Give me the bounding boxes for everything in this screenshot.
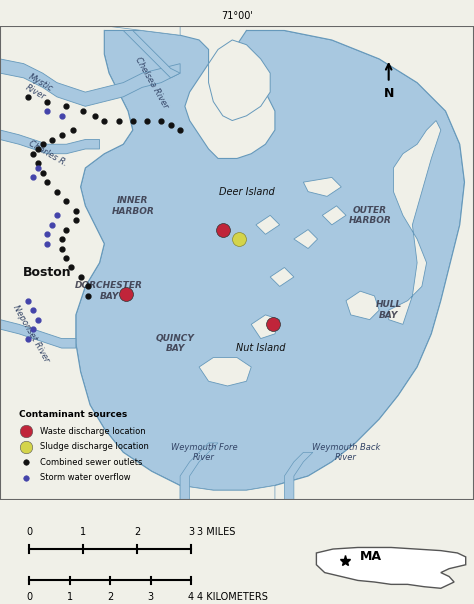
Polygon shape: [251, 315, 280, 339]
Text: Neponset River: Neponset River: [11, 304, 51, 364]
Text: OUTER
HARBOR: OUTER HARBOR: [348, 205, 391, 225]
Text: Storm water overflow: Storm water overflow: [40, 474, 131, 483]
Text: Combined sewer outlets: Combined sewer outlets: [40, 458, 143, 467]
Text: 71°00': 71°00': [221, 11, 253, 21]
Polygon shape: [0, 130, 100, 154]
Text: 2: 2: [107, 592, 113, 602]
Polygon shape: [303, 178, 341, 196]
Polygon shape: [0, 26, 180, 500]
Polygon shape: [180, 486, 275, 500]
Text: 1: 1: [80, 527, 86, 538]
Text: Mystic
River: Mystic River: [21, 72, 55, 103]
Text: QUINCY
BAY: QUINCY BAY: [156, 333, 195, 353]
Text: Sludge discharge location: Sludge discharge location: [40, 442, 149, 451]
Text: 3: 3: [188, 527, 194, 538]
Polygon shape: [76, 30, 465, 490]
Polygon shape: [0, 26, 180, 35]
Text: MA: MA: [360, 550, 382, 564]
Text: Contaminant sources: Contaminant sources: [19, 410, 127, 419]
Polygon shape: [284, 452, 313, 500]
Text: 0: 0: [27, 592, 32, 602]
Polygon shape: [346, 291, 379, 320]
Text: 0: 0: [27, 527, 32, 538]
Text: 3: 3: [147, 592, 154, 602]
Polygon shape: [389, 121, 441, 324]
Text: Weymouth Fore
River: Weymouth Fore River: [171, 443, 237, 462]
Text: INNER
HARBOR: INNER HARBOR: [111, 196, 154, 216]
Text: 4 KILOMETERS: 4 KILOMETERS: [197, 592, 268, 602]
Text: 4: 4: [188, 592, 194, 602]
Polygon shape: [199, 358, 251, 386]
Text: HULL
BAY: HULL BAY: [375, 300, 402, 320]
Text: N: N: [383, 88, 394, 100]
Text: Weymouth Back
River: Weymouth Back River: [312, 443, 380, 462]
Polygon shape: [317, 547, 465, 588]
Text: DORCHESTER
BAY: DORCHESTER BAY: [75, 281, 143, 301]
Text: 2: 2: [134, 527, 140, 538]
Polygon shape: [270, 268, 294, 286]
Polygon shape: [123, 30, 180, 78]
Text: Waste discharge location: Waste discharge location: [40, 426, 146, 435]
Polygon shape: [0, 320, 76, 348]
Polygon shape: [180, 443, 218, 500]
Polygon shape: [322, 206, 346, 225]
Text: 3 MILES: 3 MILES: [197, 527, 235, 538]
Polygon shape: [294, 230, 318, 248]
Polygon shape: [209, 40, 270, 121]
Text: Chelsea River: Chelsea River: [133, 56, 170, 110]
Text: Nut Island: Nut Island: [236, 343, 285, 353]
Text: Charles R.: Charles R.: [27, 139, 68, 169]
Text: Boston: Boston: [23, 266, 72, 278]
Polygon shape: [246, 26, 474, 500]
Text: 1: 1: [67, 592, 73, 602]
Polygon shape: [256, 216, 280, 234]
Text: Deer Island: Deer Island: [219, 187, 274, 197]
Polygon shape: [0, 59, 180, 106]
